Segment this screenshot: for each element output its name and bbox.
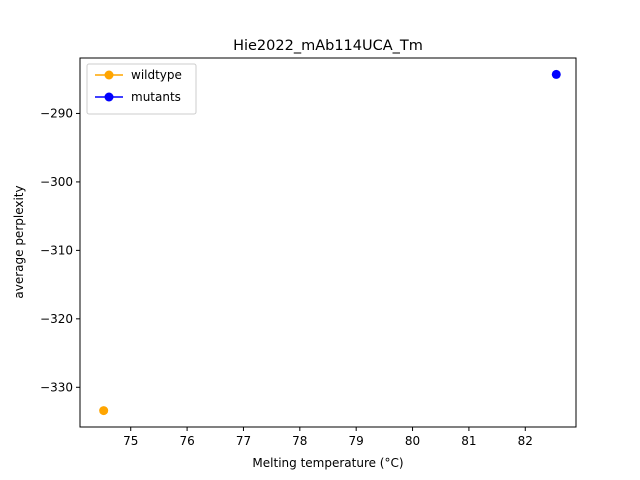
data-point-mutants <box>551 69 561 79</box>
y-tick-label: −300 <box>40 175 73 189</box>
x-axis-label: Melting temperature (°C) <box>252 456 403 470</box>
y-tick-label: −330 <box>40 380 73 394</box>
chart-title: Hie2022_mAb114UCA_Tm <box>233 38 423 54</box>
legend-marker-wildtype <box>104 70 114 80</box>
legend-label-mutants: mutants <box>131 90 181 104</box>
x-tick-label: 82 <box>518 434 533 448</box>
legend: wildtype mutants <box>86 63 197 115</box>
plot-area <box>99 69 561 416</box>
y-axis: −330 −320 −310 −300 −290 <box>40 106 80 394</box>
x-tick-label: 76 <box>179 434 194 448</box>
x-tick-label: 78 <box>292 434 307 448</box>
y-tick-label: −320 <box>40 312 73 326</box>
y-tick-label: −310 <box>40 243 73 257</box>
legend-label-wildtype: wildtype <box>131 68 182 82</box>
data-point-wildtype <box>99 406 109 416</box>
legend-box <box>86 63 197 115</box>
x-tick-label: 79 <box>349 434 364 448</box>
x-tick-label: 80 <box>405 434 420 448</box>
x-tick-label: 75 <box>123 434 138 448</box>
y-axis-label: average perplexity <box>12 185 26 298</box>
plot-frame <box>79 57 577 428</box>
legend-marker-mutants <box>104 92 114 102</box>
x-tick-label: 81 <box>461 434 476 448</box>
x-axis: 75 76 77 78 79 80 81 82 <box>123 427 533 448</box>
y-tick-label: −290 <box>40 106 73 120</box>
x-tick-label: 77 <box>236 434 251 448</box>
